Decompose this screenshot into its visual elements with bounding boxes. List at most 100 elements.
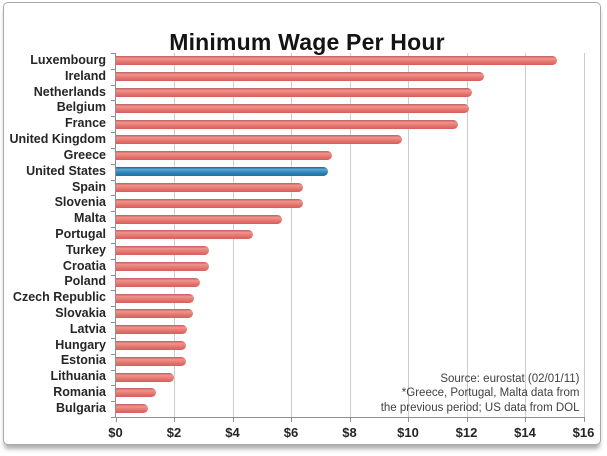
highlighted-bar bbox=[115, 167, 328, 177]
bar bbox=[115, 214, 283, 224]
y-tick bbox=[110, 179, 116, 181]
bar bbox=[115, 309, 193, 319]
bar-row bbox=[115, 353, 584, 369]
x-tick bbox=[525, 417, 526, 422]
category-label: Belgium bbox=[56, 100, 106, 115]
y-tick bbox=[110, 163, 116, 165]
gridline bbox=[349, 53, 351, 417]
bar-row bbox=[115, 180, 584, 196]
category-label: France bbox=[65, 116, 106, 131]
bar-row bbox=[115, 69, 584, 85]
y-tick bbox=[110, 53, 116, 54]
category-label: Malta bbox=[74, 211, 106, 226]
bar-row bbox=[115, 85, 584, 101]
category-label: Czech Republic bbox=[12, 290, 106, 305]
y-tick bbox=[110, 337, 116, 339]
y-tick bbox=[110, 195, 116, 197]
y-tick bbox=[110, 369, 116, 371]
y-tick bbox=[110, 84, 116, 86]
category-label: Portugal bbox=[55, 226, 106, 241]
category-label: Estonia bbox=[60, 353, 106, 368]
bar bbox=[115, 151, 332, 161]
bar bbox=[115, 56, 558, 66]
y-tick bbox=[110, 132, 116, 134]
category-label: Poland bbox=[64, 274, 106, 289]
source-annotation: Source: eurostat (02/01/11) *Greece, Por… bbox=[381, 372, 580, 415]
x-tick-label: $6 bbox=[283, 425, 299, 440]
bar-row bbox=[115, 290, 584, 306]
bar-row bbox=[115, 306, 584, 322]
x-tick bbox=[349, 417, 351, 422]
bar-row bbox=[115, 53, 584, 69]
bar bbox=[115, 230, 253, 240]
category-label: Netherlands bbox=[33, 84, 106, 99]
bar-row bbox=[115, 401, 584, 417]
bar bbox=[115, 277, 201, 287]
category-label: United Kingdom bbox=[9, 132, 106, 147]
y-tick bbox=[110, 417, 116, 418]
y-tick bbox=[110, 116, 116, 118]
category-label: Luxembourg bbox=[30, 53, 106, 67]
x-tick bbox=[583, 417, 585, 422]
bar bbox=[115, 182, 303, 192]
category-label: Greece bbox=[63, 147, 106, 162]
category-label: United States bbox=[26, 163, 106, 178]
gridline bbox=[525, 53, 526, 417]
bar-row bbox=[115, 274, 584, 290]
y-tick bbox=[110, 211, 116, 213]
source-line: *Greece, Portugal, Malta data from bbox=[401, 387, 580, 400]
chart-title: Minimum Wage Per Hour bbox=[169, 29, 445, 56]
gridline bbox=[583, 53, 585, 417]
y-tick bbox=[110, 68, 116, 70]
bar bbox=[115, 103, 470, 113]
bar-row bbox=[115, 195, 584, 211]
category-label: Lithuania bbox=[50, 369, 106, 384]
gridline bbox=[466, 53, 468, 417]
x-tick bbox=[232, 417, 234, 422]
bar bbox=[115, 341, 186, 351]
category-label: Turkey bbox=[65, 242, 106, 257]
bar-row bbox=[115, 100, 584, 116]
x-tick-label: $16 bbox=[572, 425, 595, 440]
y-tick bbox=[110, 290, 116, 292]
x-tick-label: $14 bbox=[514, 425, 536, 440]
bar-row bbox=[115, 338, 584, 354]
y-tick bbox=[110, 100, 116, 102]
x-tick bbox=[174, 417, 175, 422]
category-label: Slovakia bbox=[55, 306, 106, 320]
bar-rows bbox=[115, 53, 584, 417]
x-tick-label: $0 bbox=[108, 425, 123, 440]
x-tick-label: $4 bbox=[225, 425, 240, 440]
bar-row bbox=[115, 148, 584, 164]
bar bbox=[115, 72, 485, 82]
bar-row bbox=[115, 116, 584, 132]
gridline bbox=[291, 53, 292, 417]
category-label: Hungary bbox=[55, 337, 106, 352]
bar-row bbox=[115, 227, 584, 243]
bar bbox=[115, 88, 473, 98]
y-tick bbox=[110, 274, 116, 276]
x-tick bbox=[115, 417, 117, 422]
bar bbox=[115, 325, 188, 335]
bar bbox=[115, 119, 458, 129]
plot-area: $0 $2 $4 $6 $8 $10 $12 $14 $16 Source: eurostat … bbox=[108, 53, 594, 440]
source-line: Source: eurostat (02/01/11) bbox=[440, 373, 580, 386]
x-tick-label: $12 bbox=[455, 425, 478, 440]
category-label: Croatia bbox=[62, 258, 106, 273]
y-tick bbox=[110, 322, 116, 324]
y-tick bbox=[110, 385, 116, 387]
bar bbox=[115, 135, 403, 145]
y-tick bbox=[110, 227, 116, 229]
x-tick bbox=[408, 417, 409, 422]
bar-row bbox=[115, 164, 584, 180]
bar bbox=[115, 372, 174, 382]
bar-row bbox=[115, 259, 584, 275]
bar bbox=[115, 198, 303, 208]
y-axis-labels: Luxembourg Ireland Netherlands Belgium Franc… bbox=[4, 53, 106, 417]
bar bbox=[115, 246, 210, 256]
gridline bbox=[408, 53, 409, 417]
x-tick-label: $8 bbox=[342, 425, 357, 440]
category-label: Bulgaria bbox=[55, 400, 106, 415]
category-label: Ireland bbox=[65, 68, 106, 83]
source-line: the previous period; US data from DOL bbox=[380, 401, 580, 414]
